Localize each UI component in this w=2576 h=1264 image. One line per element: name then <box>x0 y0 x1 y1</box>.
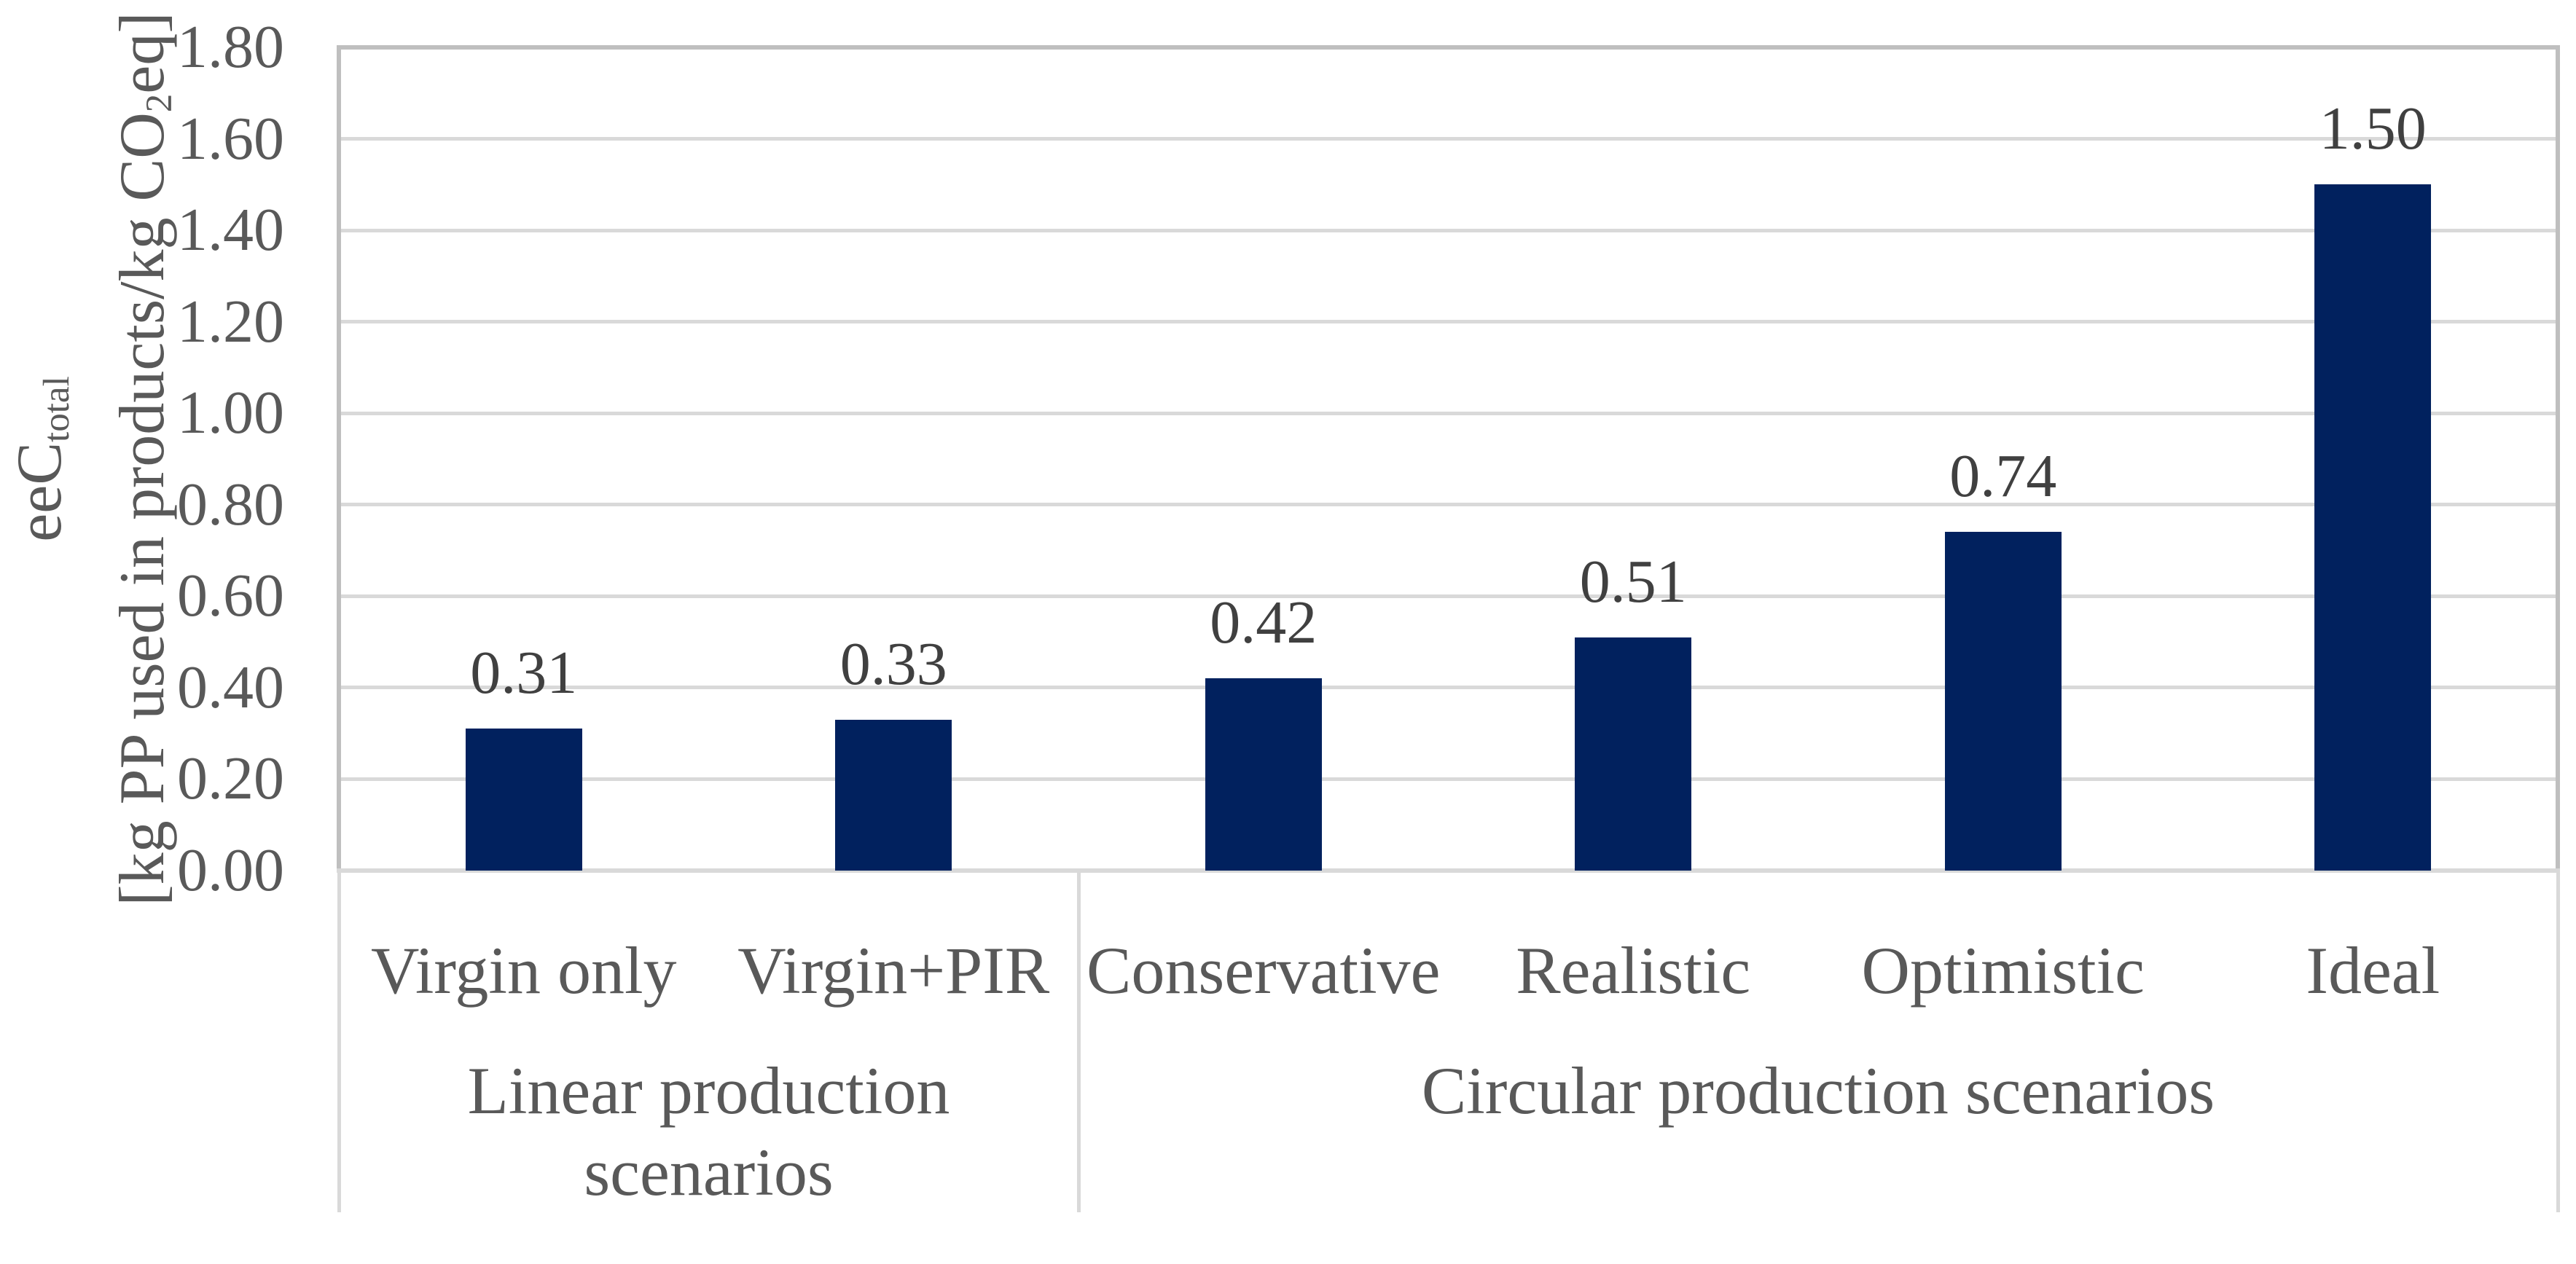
gridline-0.20 <box>339 777 2558 781</box>
bar-virgin-pir <box>835 719 952 871</box>
bar-virgin-only <box>465 729 582 871</box>
y-tick-label-1.60: 1.60 <box>177 104 284 173</box>
y-tick-label-1.00: 1.00 <box>177 379 284 447</box>
y-tick-label-0.80: 0.80 <box>177 470 284 538</box>
category-label-virgin-only: Virgin only <box>370 933 677 1008</box>
gridline-1.40 <box>339 228 2558 232</box>
bar-value-label-optimistic: 0.74 <box>1949 442 2057 511</box>
bar-ideal <box>2314 184 2432 871</box>
group-boundary-tick-0 <box>337 871 341 1212</box>
bar-value-label-virgin-only: 0.31 <box>470 639 578 707</box>
bar-optimistic <box>1944 532 2062 871</box>
group-label-line: scenarios <box>584 1135 834 1209</box>
group-label-circular-production-scenarios: Circular production scenarios <box>1162 1050 2474 1131</box>
group-boundary-tick-1 <box>1076 871 1081 1212</box>
group-label-line: Linear production <box>467 1053 950 1128</box>
gridline-0.40 <box>339 686 2558 690</box>
y-tick-label-0.00: 0.00 <box>177 836 284 904</box>
category-label-ideal: Ideal <box>2306 933 2440 1008</box>
gridline-1.60 <box>339 137 2558 141</box>
category-label-realistic: Realistic <box>1516 933 1751 1008</box>
bar-conservative <box>1205 678 1322 871</box>
gridline-1.00 <box>339 411 2558 415</box>
gridline-0.80 <box>339 503 2558 507</box>
bar-value-label-ideal: 1.50 <box>2319 95 2427 163</box>
category-label-optimistic: Optimistic <box>1861 933 2145 1008</box>
bar-realistic <box>1575 637 1692 871</box>
gridline-0.60 <box>339 594 2558 598</box>
group-boundary-tick-2 <box>2556 871 2560 1212</box>
y-tick-label-0.60: 0.60 <box>177 562 284 630</box>
category-label-virgin-pir: Virgin+PIR <box>737 933 1050 1008</box>
y-tick-label-1.20: 1.20 <box>177 287 284 356</box>
gridline-1.20 <box>339 320 2558 324</box>
y-tick-label-0.40: 0.40 <box>177 653 284 721</box>
bar-value-label-conservative: 0.42 <box>1210 589 1318 657</box>
bar-value-label-virgin-pir: 0.33 <box>839 629 947 698</box>
plot-area-border <box>337 45 2560 873</box>
y-tick-label-1.40: 1.40 <box>177 196 284 264</box>
group-label-line: Circular production scenarios <box>1421 1053 2215 1128</box>
group-label-linear-production-scenarios: Linear production scenarios <box>53 1050 1365 1213</box>
y-tick-label-0.20: 0.20 <box>177 745 284 813</box>
category-label-conservative: Conservative <box>1087 933 1441 1008</box>
bar-value-label-realistic: 0.51 <box>1579 547 1687 616</box>
y-tick-label-1.80: 1.80 <box>177 13 284 81</box>
x-axis-line <box>337 868 2560 873</box>
